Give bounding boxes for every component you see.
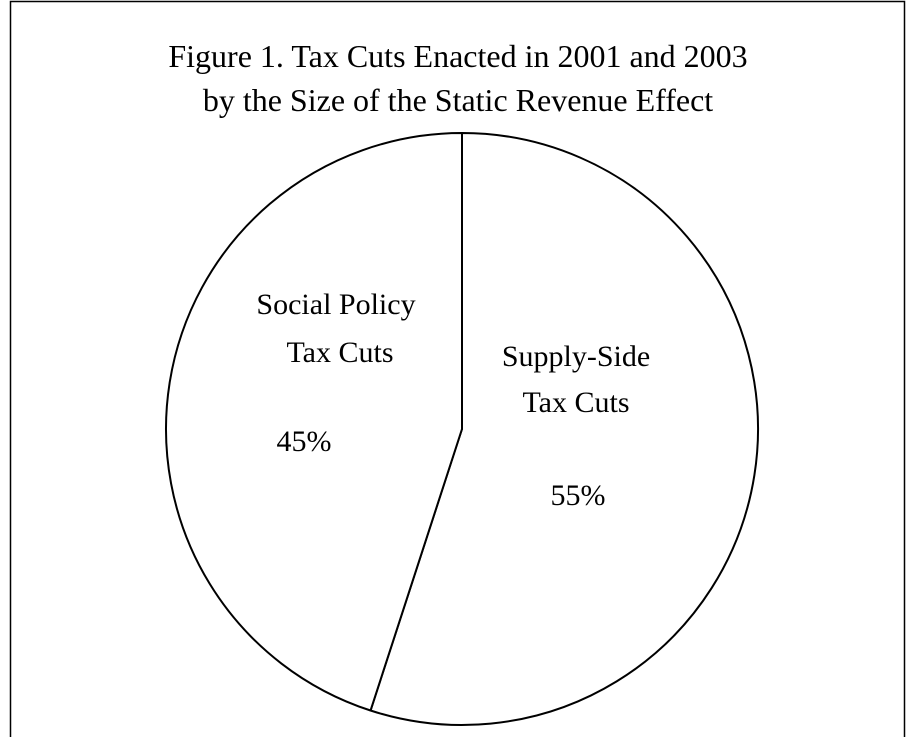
chart-title-line-2: by the Size of the Static Revenue Effect [203, 82, 713, 118]
slice-label-social-policy-line-2: Tax Cuts [286, 336, 393, 369]
chart-title-line-1: Figure 1. Tax Cuts Enacted in 2001 and 2… [168, 38, 747, 74]
slice-label-supply-side-line-1: Supply-Side [502, 340, 650, 373]
slice-value-social-policy: 45% [277, 425, 332, 458]
pie-slice-supply-side-tax-cuts [369, 132, 759, 726]
pie-slice-social-policy-tax-cuts [165, 132, 463, 712]
chart-frame [9, 0, 906, 737]
pie-slices [165, 132, 759, 726]
slice-value-supply-side: 55% [551, 479, 606, 512]
slice-label-social-policy-line-1: Social Policy [256, 288, 415, 321]
slice-label-supply-side-line-2: Tax Cuts [522, 386, 629, 419]
